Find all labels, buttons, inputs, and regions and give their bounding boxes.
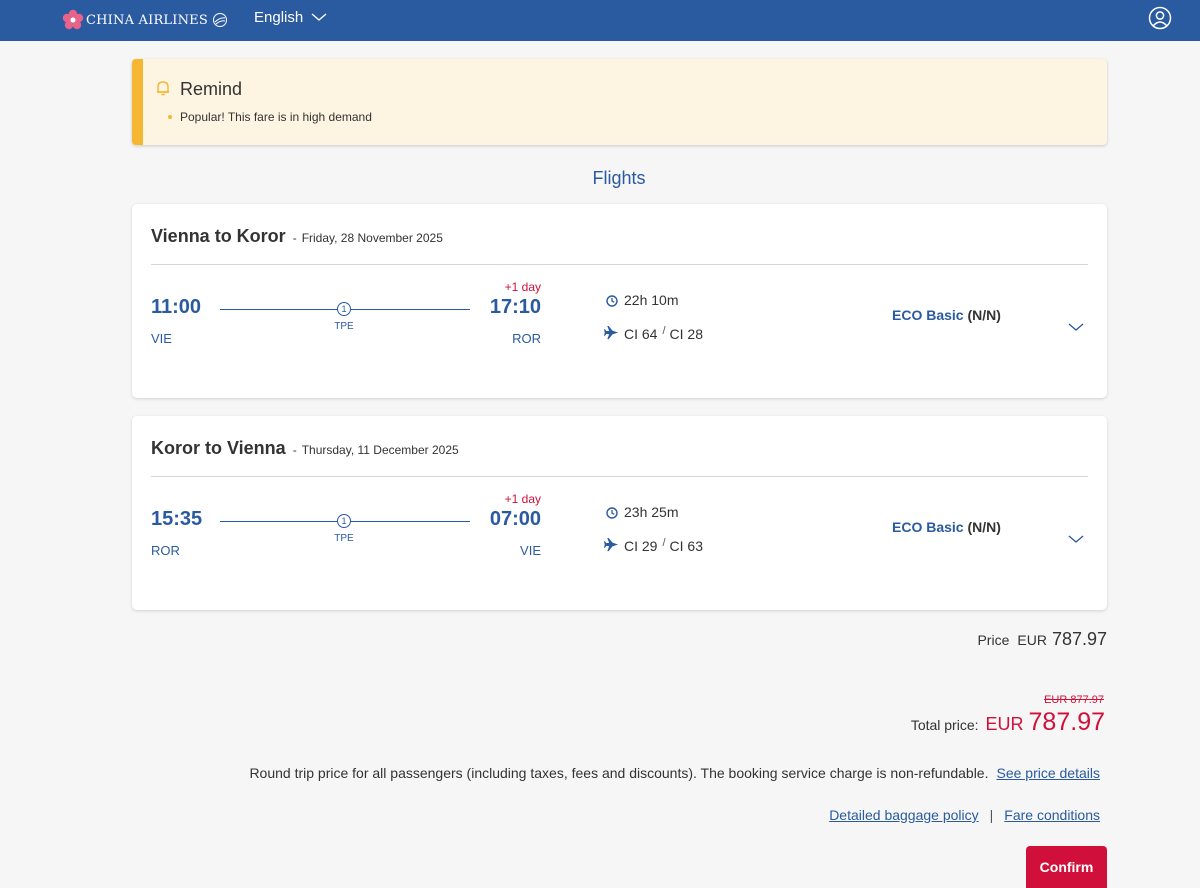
plus-day-badge: +1 day bbox=[504, 492, 541, 506]
arrival-time: 17:10 bbox=[489, 296, 541, 318]
arrival-time: 07:00 bbox=[489, 508, 541, 530]
link-separator: | bbox=[989, 807, 994, 823]
price-currency: EUR bbox=[1017, 632, 1047, 648]
language-selector[interactable]: English bbox=[254, 9, 327, 26]
bullet-icon bbox=[168, 115, 172, 119]
flight-separator: / bbox=[662, 537, 666, 549]
route-title: Vienna to Koror bbox=[151, 226, 286, 246]
see-price-details-link[interactable]: See price details bbox=[996, 765, 1100, 781]
expand-chevron-icon[interactable] bbox=[1068, 322, 1084, 332]
clock-icon bbox=[606, 295, 618, 307]
total-price: Total price: EUR 787.97 bbox=[911, 708, 1105, 737]
route-separator: - bbox=[292, 231, 297, 245]
flight-number: CI 64 bbox=[624, 326, 658, 342]
divider bbox=[151, 476, 1088, 477]
stop-airport: TPE bbox=[334, 321, 354, 332]
total-currency: EUR bbox=[985, 714, 1024, 734]
top-bar: CHINA AIRLINES English bbox=[0, 0, 1200, 41]
total-value: 787.97 bbox=[1028, 708, 1105, 736]
fare-type: ECO Basic (N/N) bbox=[892, 307, 1001, 323]
fare-conditions-link[interactable]: Fare conditions bbox=[1004, 807, 1100, 823]
chevron-down-icon bbox=[311, 13, 327, 21]
flight-numbers: CI 29 /CI 63 bbox=[624, 537, 703, 554]
price-value: 787.97 bbox=[1051, 629, 1107, 649]
flight-duration: 23h 25m bbox=[624, 504, 679, 520]
price-summary: Price EUR 787.97 bbox=[977, 629, 1107, 650]
fare-name: ECO Basic bbox=[892, 519, 964, 535]
plane-icon bbox=[604, 537, 619, 552]
fare-code: (N/N) bbox=[967, 519, 1001, 535]
departure-time: 11:00 bbox=[151, 296, 202, 318]
arrival-airport: ROR bbox=[512, 331, 541, 346]
flight-header: Koror to Vienna - Thursday, 11 December … bbox=[151, 438, 459, 459]
user-account-icon[interactable] bbox=[1148, 6, 1172, 30]
stop-airport: TPE bbox=[334, 533, 354, 544]
policy-links: Detailed baggage policy | Fare conditions bbox=[829, 807, 1100, 823]
flight-card-return[interactable]: Koror to Vienna - Thursday, 11 December … bbox=[132, 416, 1107, 610]
original-price: EUR 877.97 bbox=[1044, 694, 1104, 706]
price-note: Round trip price for all passengers (inc… bbox=[249, 765, 1100, 781]
price-note-text: Round trip price for all passengers (inc… bbox=[249, 765, 989, 781]
flight-number: CI 28 bbox=[669, 326, 703, 342]
fare-name: ECO Basic bbox=[892, 307, 964, 323]
route-separator: - bbox=[292, 443, 297, 457]
departure-time: 15:35 bbox=[151, 508, 203, 530]
fare-code: (N/N) bbox=[967, 307, 1001, 323]
fare-type: ECO Basic (N/N) bbox=[892, 519, 1001, 535]
remind-panel: Remind Popular! This fare is in high dem… bbox=[132, 59, 1107, 145]
remind-title: Remind bbox=[180, 79, 243, 99]
flight-separator: / bbox=[662, 325, 666, 337]
flight-duration: 22h 10m bbox=[624, 292, 679, 308]
flight-number: CI 29 bbox=[624, 538, 658, 554]
total-label: Total price: bbox=[910, 717, 979, 733]
arrival-airport: VIE bbox=[520, 543, 541, 558]
price-label: Price bbox=[977, 632, 1010, 648]
plane-icon bbox=[604, 325, 619, 340]
route-title: Koror to Vienna bbox=[151, 438, 286, 458]
remind-item: Popular! This fare is in high demand bbox=[180, 110, 372, 124]
brand-name: CHINA AIRLINES bbox=[86, 12, 208, 28]
clock-icon bbox=[606, 507, 618, 519]
flight-date: Friday, 28 November 2025 bbox=[301, 231, 443, 245]
flight-numbers: CI 64 /CI 28 bbox=[624, 325, 703, 342]
brand-logo[interactable]: CHINA AIRLINES bbox=[62, 8, 228, 32]
expand-chevron-icon[interactable] bbox=[1068, 534, 1084, 544]
departure-airport: VIE bbox=[151, 331, 172, 346]
flight-card-outbound[interactable]: Vienna to Koror - Friday, 28 November 20… bbox=[132, 204, 1107, 398]
skyteam-emblem-icon bbox=[212, 13, 227, 27]
bell-icon bbox=[157, 81, 169, 96]
remind-accent-bar bbox=[132, 59, 143, 145]
plum-blossom-icon bbox=[62, 9, 84, 30]
divider bbox=[151, 264, 1088, 265]
confirm-button[interactable]: Confirm bbox=[1026, 846, 1107, 888]
section-title: Flights bbox=[592, 168, 646, 188]
flight-header: Vienna to Koror - Friday, 28 November 20… bbox=[151, 226, 443, 247]
stops-count: 1 bbox=[337, 514, 351, 528]
flight-date: Thursday, 11 December 2025 bbox=[301, 443, 459, 457]
plus-day-badge: +1 day bbox=[504, 280, 541, 294]
departure-airport: ROR bbox=[151, 543, 180, 558]
flight-number: CI 63 bbox=[669, 538, 703, 554]
language-label: English bbox=[254, 9, 304, 26]
baggage-policy-link[interactable]: Detailed baggage policy bbox=[829, 807, 979, 823]
stops-count: 1 bbox=[337, 302, 351, 316]
